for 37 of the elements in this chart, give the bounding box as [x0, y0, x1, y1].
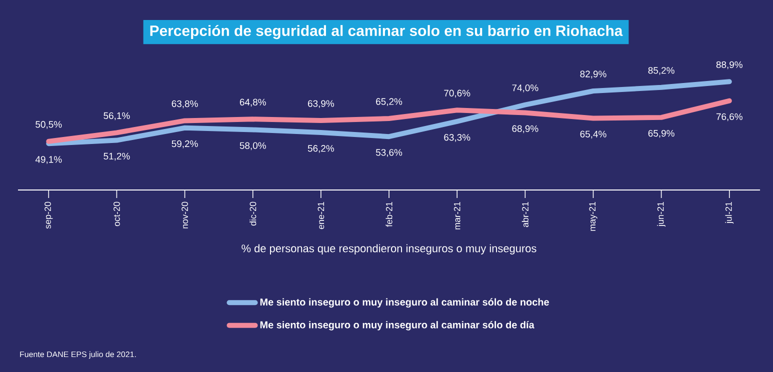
chart-title: Percepción de seguridad al caminar solo en su barrio en Riohacha: [150, 24, 623, 40]
x-tick-label: dic-20: [250, 202, 256, 226]
data-label: 49,1%: [35, 156, 62, 164]
data-label: 76,6%: [716, 113, 742, 122]
data-label: 65,4%: [580, 130, 606, 139]
data-label: 85,2%: [648, 67, 674, 75]
data-label: 82,9%: [580, 70, 606, 78]
x-tick-label: may-21: [589, 202, 598, 231]
x-tick-label: mar-21: [454, 202, 460, 230]
x-tick-label: feb-21: [386, 202, 392, 227]
data-label: 63,9%: [308, 100, 334, 108]
x-tick-label: jul-21: [725, 202, 734, 224]
legend-label: Me siento inseguro o muy inseguro al caminar sólo de día: [260, 320, 534, 330]
data-label: 64,8%: [240, 98, 266, 107]
data-label: 63,3%: [444, 134, 470, 142]
data-label: 74,0%: [512, 84, 538, 92]
x-axis-title: % de personas que respondieron inseguros o muy inseguros: [242, 244, 536, 254]
x-tick-label: oct-20: [114, 202, 120, 226]
data-label: 50,5%: [36, 121, 62, 129]
data-label: 65,9%: [648, 130, 674, 138]
data-label: 88,9%: [716, 61, 742, 70]
data-label: 59,2%: [172, 140, 198, 148]
data-label: 56,2%: [308, 145, 334, 153]
x-tick-label: ene-21: [318, 202, 324, 230]
data-label: 58,0%: [240, 142, 266, 150]
x-tick-label: abr-21: [522, 202, 528, 228]
data-label: 56,1%: [104, 112, 130, 120]
data-label: 63,8%: [172, 100, 198, 108]
x-tick-label: nov-20: [182, 202, 188, 228]
data-label: 51,2%: [104, 152, 130, 161]
data-label: 65,2%: [376, 98, 402, 106]
data-label: 68,9%: [512, 125, 538, 134]
x-tick-label: sep-20: [44, 202, 53, 229]
data-label: 70,6%: [444, 90, 470, 98]
x-tick-label: jun-21: [657, 202, 666, 227]
data-label: 53,6%: [376, 149, 402, 157]
legend-label: Me siento inseguro o muy inseguro al caminar sólo de noche: [260, 298, 549, 308]
